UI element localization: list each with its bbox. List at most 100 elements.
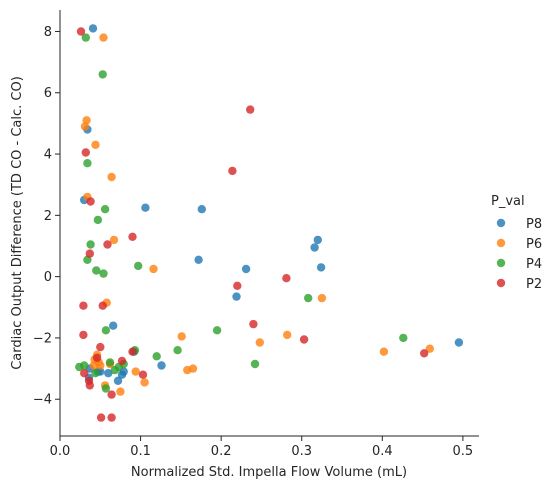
x-ticks: 0.0 0.1 0.2 0.3 0.4 0.5: [50, 436, 474, 459]
point-p6-21: [188, 364, 198, 373]
point-p8-6: [241, 264, 251, 274]
point-p2-17: [128, 347, 137, 356]
y-tick-label: 8: [44, 25, 52, 40]
point-p4-20: [101, 384, 111, 393]
point-p2-20: [80, 369, 89, 378]
y-tick-label: 6: [44, 86, 52, 101]
point-p4-4: [93, 215, 103, 225]
point-p2-15: [96, 342, 105, 352]
point-p6-2: [80, 122, 90, 131]
point-p2-2: [81, 148, 91, 157]
point-p4-16: [399, 333, 408, 343]
legend-marker-p6: [496, 238, 506, 248]
point-p8-8: [310, 243, 319, 252]
legend-marker-p8: [496, 218, 506, 228]
point-p6-6: [109, 235, 119, 245]
point-p4-1: [98, 70, 107, 79]
point-p2-19: [138, 370, 148, 379]
x-tick-label: 0.1: [130, 444, 151, 459]
point-p6-0: [99, 33, 108, 42]
x-tick-label: 0.0: [50, 444, 71, 459]
point-p2-18: [107, 390, 116, 399]
point-p2-11: [282, 274, 291, 283]
point-p4-14: [250, 359, 260, 369]
point-p6-7: [149, 264, 158, 274]
point-p8-16: [113, 376, 123, 385]
axes-layer: [59, 10, 479, 437]
point-p4-11: [152, 352, 161, 361]
x-tick-label: 0.4: [372, 444, 393, 459]
point-p2-1: [246, 105, 255, 114]
y-tick-label: 2: [44, 209, 52, 224]
y-ticks: −4 −2 0 2 4 6 8: [33, 25, 60, 408]
point-p4-3: [100, 205, 110, 214]
point-p4-5: [86, 240, 95, 249]
legend: P_val P8 P6 P4 P2: [491, 194, 542, 292]
series-p6: [80, 33, 434, 396]
y-tick-label: −4: [33, 393, 52, 408]
series-p4: [75, 33, 408, 393]
point-p2-3: [86, 197, 95, 206]
point-p4-19: [91, 369, 100, 378]
y-tick-label: −2: [33, 331, 52, 346]
point-p2-25: [299, 335, 309, 344]
point-p6-12: [255, 338, 264, 347]
point-p6-10: [283, 330, 292, 340]
y-tick-label: 0: [44, 270, 52, 285]
point-p8-21: [454, 338, 464, 347]
point-p8-9: [313, 235, 322, 245]
x-tick-label: 0.3: [291, 444, 312, 459]
legend-label-p2: P2: [526, 277, 542, 292]
point-p8-11: [109, 321, 118, 330]
point-p2-26: [420, 349, 429, 358]
point-p8-19: [157, 361, 166, 370]
point-p2-8: [79, 301, 88, 310]
x-tick-label: 0.2: [211, 444, 232, 459]
point-p2-12: [249, 319, 258, 329]
point-p8-0: [88, 24, 98, 33]
point-p8-3: [141, 203, 150, 212]
point-p4-12: [173, 346, 182, 355]
point-p8-5: [194, 255, 203, 264]
point-p4-7: [92, 266, 101, 275]
series-p2: [76, 27, 429, 422]
point-p8-4: [197, 205, 206, 214]
point-p6-11: [317, 293, 327, 303]
point-p2-24: [107, 413, 116, 422]
x-tick-label: 0.5: [453, 444, 474, 459]
legend-title: P_val: [491, 194, 525, 209]
y-axis-label: Cardiac Output Difference (TD CO - Calc.…: [10, 76, 25, 370]
point-p2-14: [92, 353, 102, 362]
point-p2-10: [233, 281, 242, 290]
point-p2-7: [128, 232, 137, 241]
point-p2-4: [228, 166, 237, 176]
point-p2-6: [103, 240, 112, 249]
x-axis-label: Normalized Std. Impella Flow Volume (mL): [131, 465, 407, 480]
point-p4-25: [105, 358, 115, 367]
point-p4-0: [81, 33, 91, 42]
point-p2-23: [96, 413, 106, 422]
point-p6-4: [107, 172, 116, 182]
legend-marker-p4: [496, 258, 506, 268]
point-p4-9: [134, 261, 143, 271]
points-layer: [75, 24, 464, 422]
point-p2-9: [98, 301, 107, 310]
point-p6-18: [131, 367, 140, 376]
point-p6-9: [177, 332, 186, 341]
point-p2-5: [85, 249, 95, 258]
point-p4-13: [212, 326, 222, 335]
point-p4-18: [80, 361, 89, 370]
point-p8-7: [232, 292, 241, 301]
y-tick-label: 4: [44, 148, 52, 163]
legend-marker-p2: [496, 278, 506, 288]
point-p2-13: [79, 330, 88, 340]
series-p8: [80, 24, 464, 385]
legend-label-p4: P4: [526, 257, 542, 272]
legend-label-p8: P8: [526, 217, 542, 232]
point-p4-2: [83, 159, 92, 168]
point-p6-3: [91, 140, 100, 149]
point-p2-22: [85, 381, 95, 390]
point-p4-8: [99, 269, 108, 278]
point-p6-22: [379, 347, 389, 356]
